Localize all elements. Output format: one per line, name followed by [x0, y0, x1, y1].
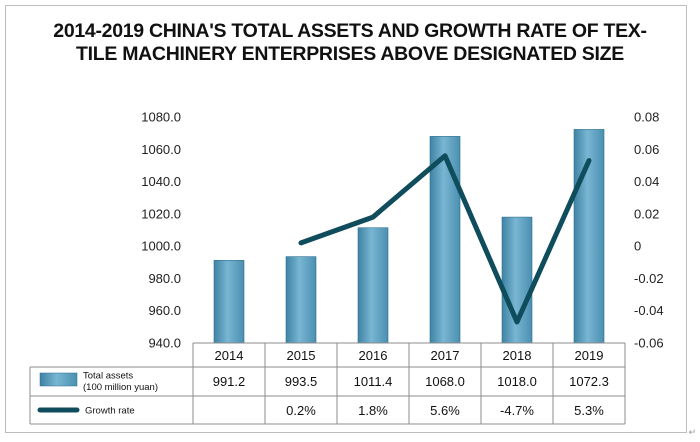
y-right-tick-label: 0.04	[634, 174, 659, 189]
growth-rate-cell: 5.6%	[430, 403, 460, 418]
y-left-tick-label: 1040.0	[141, 174, 181, 189]
x-category-label: 2016	[359, 348, 388, 363]
y-left-tick-label: 980.0	[148, 271, 181, 286]
bar	[429, 136, 461, 344]
bar	[285, 256, 317, 344]
chart-title: 2014-2019 CHINA'S TOTAL ASSETS AND GROWT…	[0, 20, 700, 66]
y-left-tick-label: 1000.0	[141, 239, 181, 254]
y-right-tick-label: -0.06	[634, 336, 664, 351]
total-assets-cell: 1018.0	[497, 374, 537, 389]
chart-title-line-1: 2014-2019 CHINA'S TOTAL ASSETS AND GROWT…	[53, 20, 647, 42]
chart-title-line-2: TILE MACHINERY ENTERPRISES ABOVE DESIGNA…	[76, 43, 624, 65]
growth-rate-cell: 0.2%	[286, 403, 316, 418]
total-assets-cell: 1072.3	[569, 374, 609, 389]
x-category-label: 2015	[287, 348, 316, 363]
y-left-tick-label: 1080.0	[141, 110, 181, 125]
y-left-tick-label: 1060.0	[141, 142, 181, 157]
legend-total-assets-unit: (100 million yuan)	[83, 382, 158, 393]
chart-frame	[5, 5, 687, 433]
legend-bar-swatch	[39, 372, 78, 387]
x-category-label: 2014	[215, 348, 244, 363]
growth-rate-cell: 1.8%	[358, 403, 388, 418]
bar	[213, 260, 245, 344]
y-right-tick-label: -0.02	[634, 271, 664, 286]
y-right-tick-label: 0	[634, 239, 641, 254]
growth-rate-cell: -4.7%	[500, 403, 534, 418]
corner-mark: ↵	[688, 428, 696, 438]
total-assets-cell: 1011.4	[354, 374, 393, 389]
bar	[357, 227, 389, 344]
y-left-tick-label: 940.0	[148, 336, 181, 351]
total-assets-cell: 993.5	[285, 374, 318, 389]
y-left-tick-label: 1020.0	[141, 206, 181, 221]
x-category-label: 2019	[575, 348, 604, 363]
legend-total-assets-label: Total assets	[83, 371, 133, 382]
y-right-tick-label: 0.08	[634, 110, 659, 125]
total-assets-cell: 991.2	[213, 374, 246, 389]
x-category-label: 2017	[431, 348, 460, 363]
y-left-tick-label: 960.0	[148, 303, 181, 318]
growth-rate-cell: 5.3%	[574, 403, 604, 418]
y-right-tick-label: 0.02	[634, 206, 659, 221]
x-category-label: 2018	[503, 348, 532, 363]
y-right-tick-label: 0.06	[634, 142, 659, 157]
total-assets-cell: 1068.0	[425, 374, 465, 389]
legend-growth-rate-label: Growth rate	[85, 406, 135, 417]
y-right-tick-label: -0.04	[634, 303, 664, 318]
